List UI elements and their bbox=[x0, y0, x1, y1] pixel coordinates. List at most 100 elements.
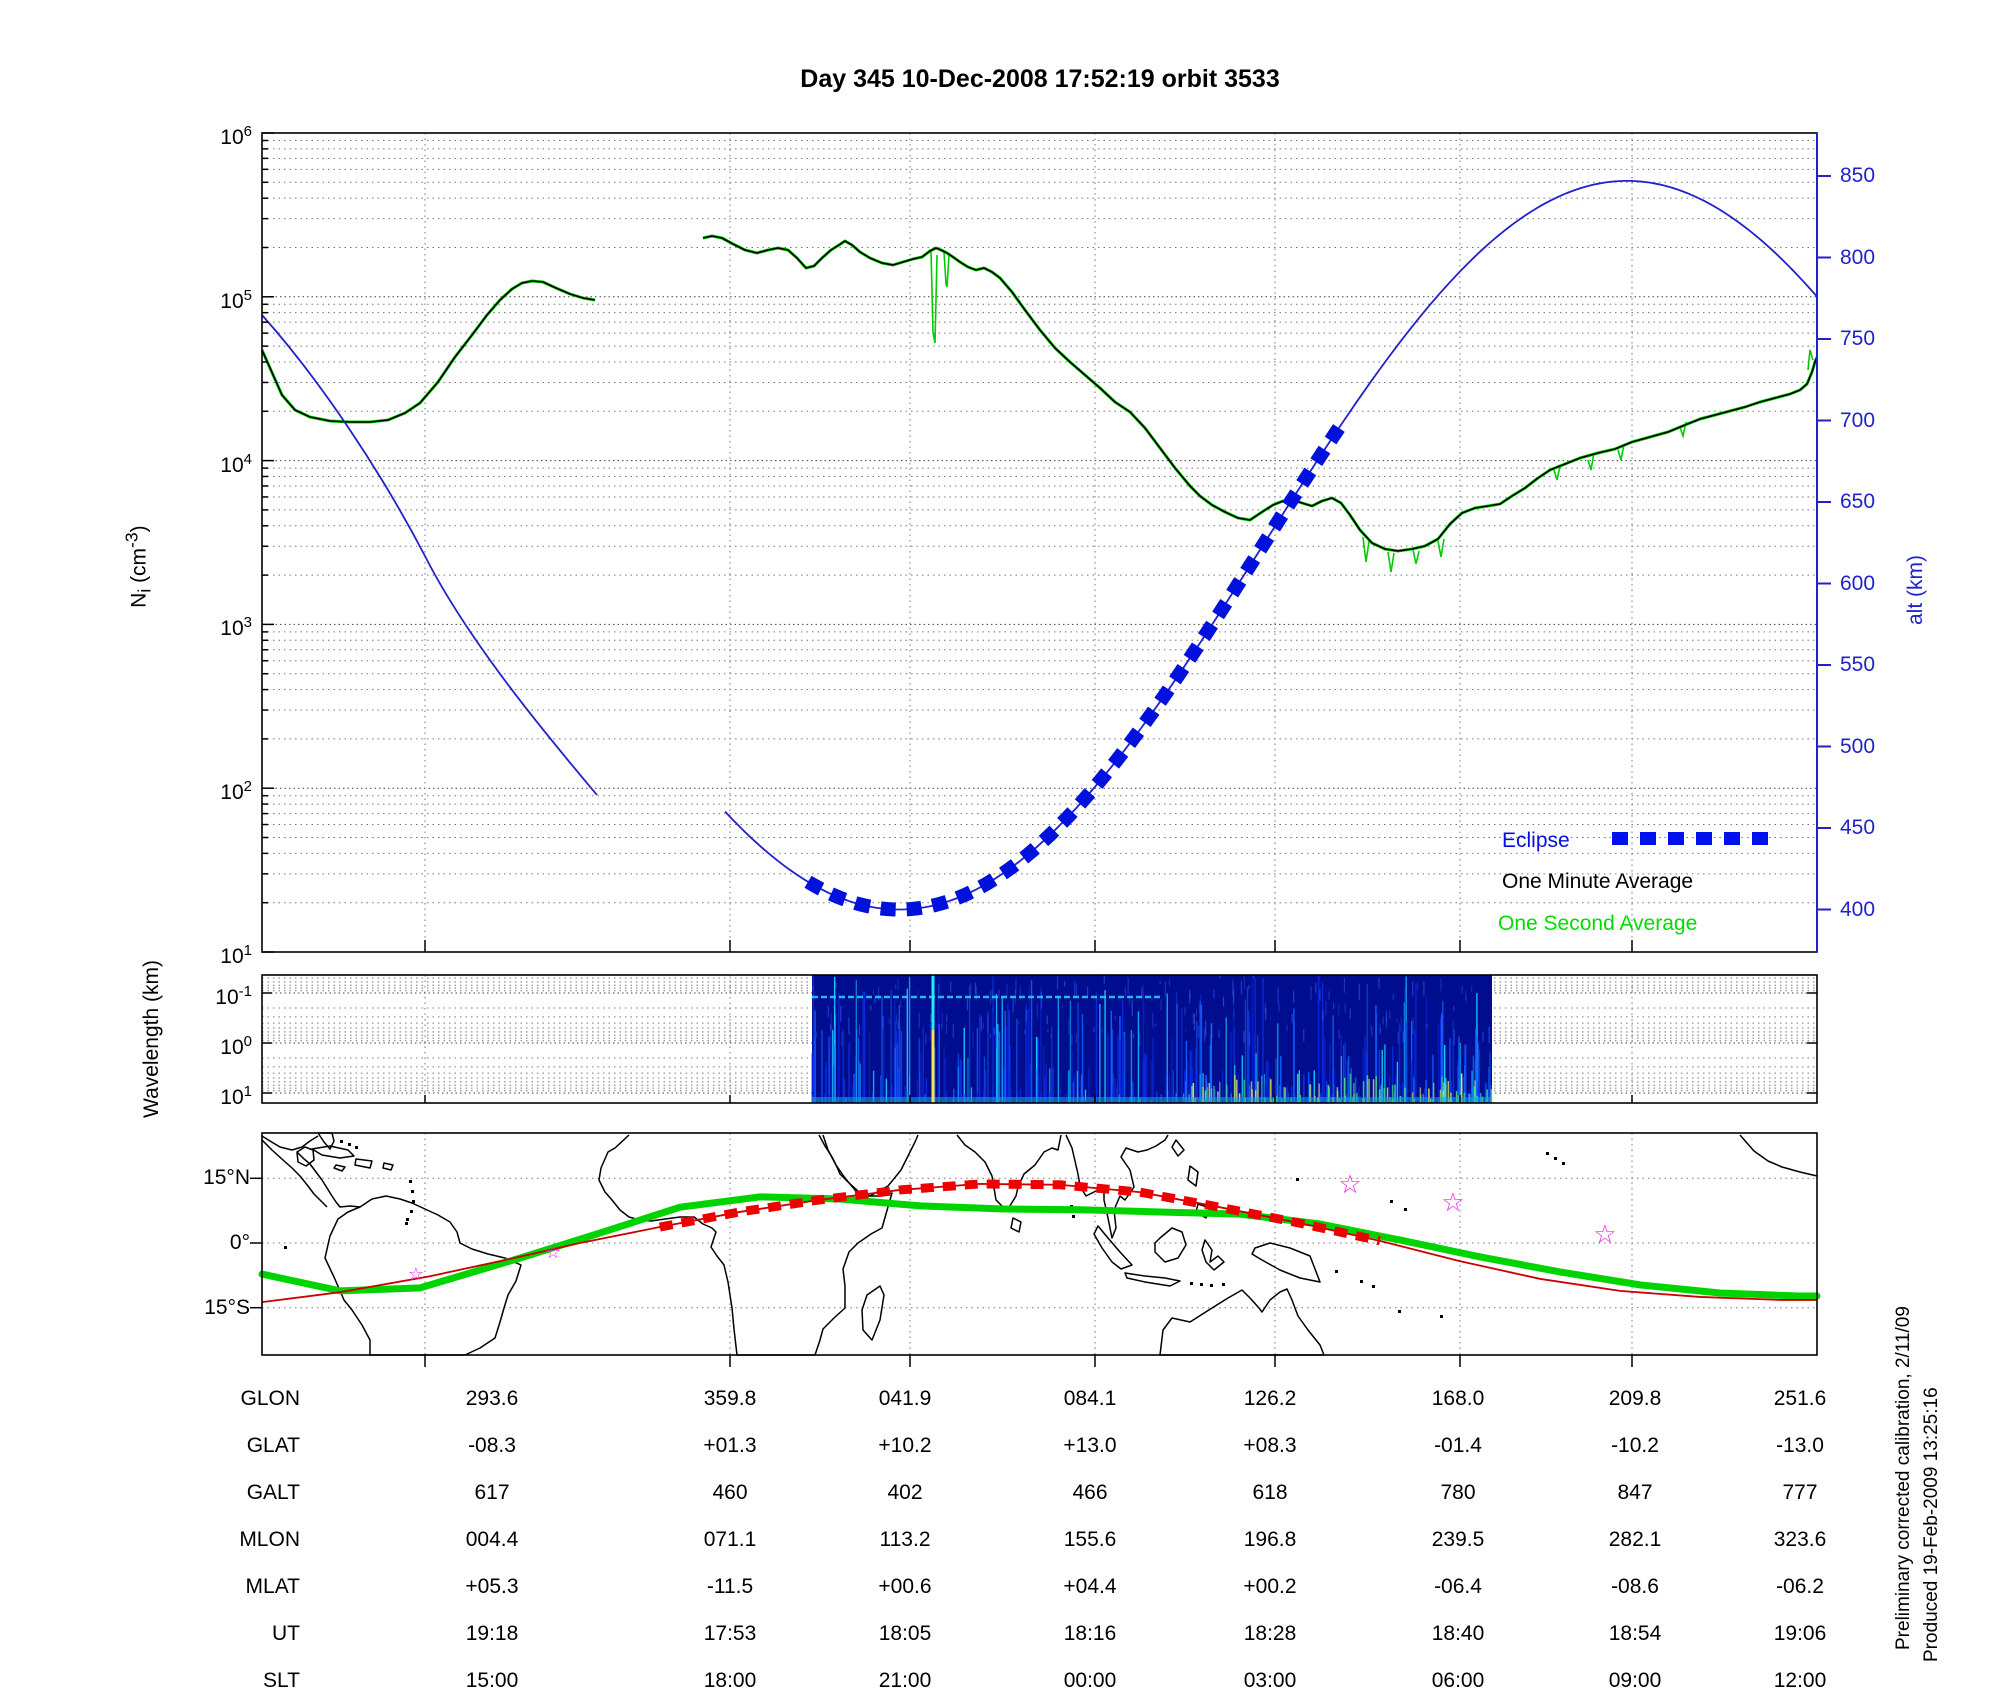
ground-station-star: ☆ bbox=[408, 1264, 424, 1285]
table-cell: 113.2 bbox=[879, 1528, 931, 1551]
table-cell: +05.3 bbox=[465, 1575, 519, 1598]
plot-title: Day 345 10-Dec-2008 17:52:19 orbit 3533 bbox=[800, 65, 1280, 93]
altitude-tick-label: 700 bbox=[1840, 408, 1876, 432]
table-cell: -11.5 bbox=[706, 1575, 754, 1598]
table-cell: +04.4 bbox=[1063, 1575, 1117, 1598]
density-axis-label-base: N bbox=[127, 592, 151, 608]
density-axis-label-mid: (cm bbox=[127, 547, 151, 589]
table-row-label-ut: UT bbox=[272, 1622, 300, 1645]
legend-label-one-minute-average: One Minute Average bbox=[1502, 870, 1694, 893]
altitude-tick-label: 450 bbox=[1840, 816, 1876, 839]
produced-note: Produced 19-Feb-2009 13:25:16 bbox=[1921, 1387, 1942, 1662]
table-cell: 19:06 bbox=[1773, 1622, 1827, 1645]
table-cell: 282.1 bbox=[1608, 1528, 1662, 1551]
legend-eclipse-dash-swatch bbox=[1612, 832, 1768, 845]
table-cell: 209.8 bbox=[1608, 1387, 1662, 1410]
table-cell: 777 bbox=[1782, 1481, 1818, 1504]
density-tick-label: 103 bbox=[220, 614, 252, 641]
table-cell: 18:28 bbox=[1243, 1622, 1297, 1645]
table-row-label-galt: GALT bbox=[246, 1481, 300, 1504]
table-cell: 847 bbox=[1617, 1481, 1653, 1504]
table-cell: 126.2 bbox=[1243, 1387, 1297, 1410]
table-cell: +00.2 bbox=[1243, 1575, 1297, 1598]
table-cell: 03:00 bbox=[1243, 1669, 1297, 1692]
ground-station-star: ☆ bbox=[1441, 1188, 1464, 1218]
table-cell: 460 bbox=[712, 1481, 748, 1504]
table-cell: 18:54 bbox=[1608, 1622, 1662, 1645]
table-cell: 12:00 bbox=[1773, 1669, 1827, 1692]
table-cell: 402 bbox=[887, 1481, 923, 1504]
table-cell: 041.9 bbox=[878, 1387, 932, 1410]
table-cell: -01.4 bbox=[1434, 1434, 1482, 1457]
wavelength-tick-label: 101 bbox=[220, 1083, 252, 1109]
table-cell: -13.0 bbox=[1776, 1434, 1824, 1457]
table-cell: 323.6 bbox=[1773, 1528, 1827, 1551]
altitude-tick-label: 550 bbox=[1840, 653, 1876, 676]
ground-station-star: ☆ bbox=[1338, 1170, 1361, 1200]
table-cell: -06.4 bbox=[1434, 1575, 1482, 1598]
altitude-tick-label: 400 bbox=[1840, 897, 1876, 921]
table-cell: +01.3 bbox=[703, 1434, 757, 1457]
calibration-note: Preliminary corrected calibration, 2/11/… bbox=[1893, 1306, 1914, 1650]
table-cell: 617 bbox=[474, 1481, 510, 1504]
table-cell: 18:05 bbox=[878, 1622, 932, 1645]
table-cell: 18:16 bbox=[1063, 1622, 1117, 1645]
table-cell: 21:00 bbox=[878, 1669, 932, 1692]
altitude-tick-label: 800 bbox=[1840, 245, 1876, 269]
table-cell: 359.8 bbox=[703, 1387, 757, 1410]
table-cell: 17:53 bbox=[703, 1622, 757, 1645]
ground-station-star: ☆ bbox=[545, 1242, 561, 1263]
table-cell: -10.2 bbox=[1611, 1434, 1659, 1457]
altitude-tick-label: 850 bbox=[1840, 164, 1876, 187]
ground-station-star: ☆ bbox=[1593, 1220, 1616, 1250]
density-tick-label: 105 bbox=[220, 286, 252, 313]
table-row-label-glat: GLAT bbox=[246, 1434, 300, 1457]
table-cell: 15:00 bbox=[465, 1669, 519, 1692]
table-cell: +08.3 bbox=[1243, 1434, 1297, 1457]
density-axis-label-sup: -3 bbox=[121, 532, 142, 548]
table-cell: 18:00 bbox=[703, 1669, 757, 1692]
table-cell: 168.0 bbox=[1431, 1387, 1485, 1410]
wavelength-tick-label: 100 bbox=[220, 1033, 252, 1059]
table-row-label-mlat: MLAT bbox=[245, 1575, 300, 1598]
table-cell: +00.6 bbox=[878, 1575, 932, 1598]
density-tick-label: 101 bbox=[220, 942, 252, 968]
table-cell: 780 bbox=[1440, 1481, 1476, 1504]
table-cell: 071.1 bbox=[703, 1528, 757, 1551]
table-cell: 09:00 bbox=[1608, 1669, 1662, 1692]
table-row-label-glon: GLON bbox=[240, 1387, 300, 1410]
table-cell: 155.6 bbox=[1063, 1528, 1117, 1551]
altitude-tick-label: 750 bbox=[1840, 327, 1876, 350]
altitude-tick-label: 600 bbox=[1840, 571, 1876, 595]
table-cell: +13.0 bbox=[1063, 1434, 1117, 1457]
table-row-label-mlon: MLON bbox=[239, 1528, 300, 1551]
table-cell: 18:40 bbox=[1431, 1622, 1485, 1645]
table-cell: -08.3 bbox=[468, 1434, 516, 1457]
latitude-tick-label: 15°S bbox=[204, 1295, 250, 1319]
table-cell: 06:00 bbox=[1431, 1669, 1485, 1692]
wavelength-tick-label: 10-1 bbox=[215, 983, 252, 1009]
table-cell: 618 bbox=[1252, 1481, 1288, 1504]
table-cell: 239.5 bbox=[1431, 1528, 1485, 1551]
latitude-tick-label: 15°N bbox=[203, 1166, 250, 1190]
table-cell: -06.2 bbox=[1776, 1575, 1824, 1598]
table-cell: 196.8 bbox=[1243, 1528, 1297, 1551]
table-cell: 19:18 bbox=[465, 1622, 519, 1645]
altitude-tick-label: 650 bbox=[1840, 490, 1876, 513]
altitude-tick-label: 500 bbox=[1840, 734, 1876, 758]
table-cell: 466 bbox=[1072, 1481, 1108, 1504]
density-tick-label: 106 bbox=[220, 123, 252, 149]
legend-label-eclipse: Eclipse bbox=[1502, 829, 1570, 852]
table-cell: 004.4 bbox=[465, 1528, 519, 1551]
table-cell: 251.6 bbox=[1773, 1387, 1827, 1410]
density-tick-label: 104 bbox=[220, 450, 252, 477]
density-axis-label-sub: i bbox=[134, 588, 155, 593]
table-cell: +10.2 bbox=[878, 1434, 932, 1457]
density-axis-label-end: ) bbox=[127, 525, 151, 533]
table-cell: 00:00 bbox=[1063, 1669, 1117, 1692]
table-cell: -08.6 bbox=[1611, 1575, 1659, 1598]
table-cell: 084.1 bbox=[1063, 1387, 1117, 1410]
density-tick-label: 102 bbox=[220, 778, 252, 805]
